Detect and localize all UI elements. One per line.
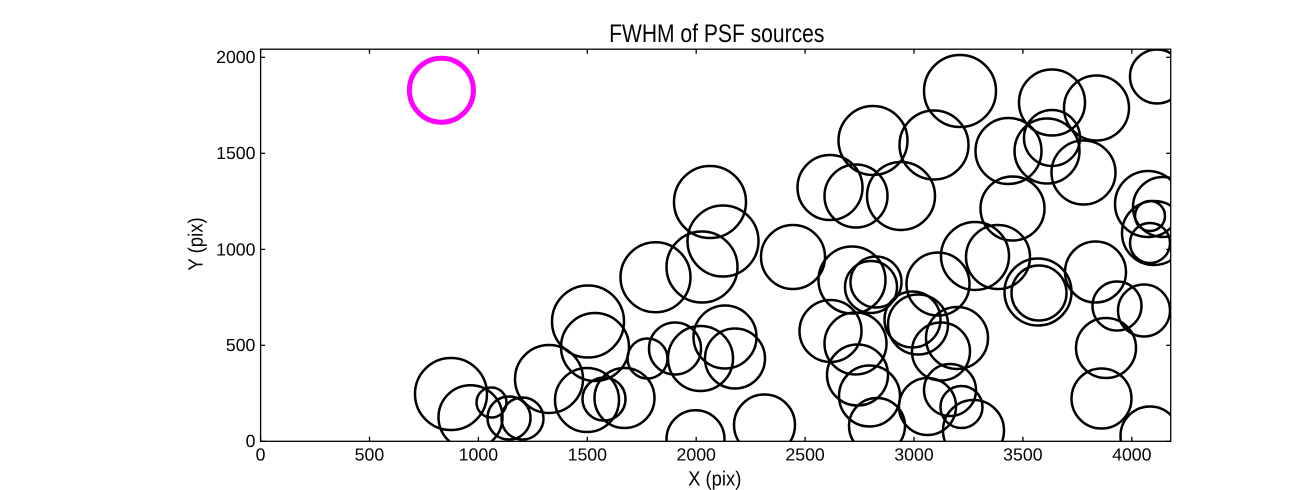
svg-text:2000: 2000 — [677, 445, 717, 465]
svg-text:1000: 1000 — [459, 445, 499, 465]
svg-text:500: 500 — [355, 445, 385, 465]
svg-text:1000: 1000 — [216, 239, 256, 259]
svg-text:1500: 1500 — [216, 143, 256, 163]
svg-text:0: 0 — [246, 431, 256, 451]
svg-text:1500: 1500 — [568, 445, 608, 465]
svg-text:3500: 3500 — [1003, 445, 1043, 465]
svg-text:FWHM of PSF sources: FWHM of PSF sources — [609, 20, 824, 48]
svg-text:500: 500 — [226, 335, 256, 355]
svg-text:4000: 4000 — [1112, 445, 1152, 465]
svg-text:2000: 2000 — [216, 47, 256, 67]
svg-text:X (pix): X (pix) — [688, 468, 741, 490]
svg-text:Y (pix): Y (pix) — [185, 217, 208, 270]
svg-text:0: 0 — [256, 445, 266, 465]
svg-text:3000: 3000 — [894, 445, 934, 465]
svg-text:2500: 2500 — [785, 445, 825, 465]
